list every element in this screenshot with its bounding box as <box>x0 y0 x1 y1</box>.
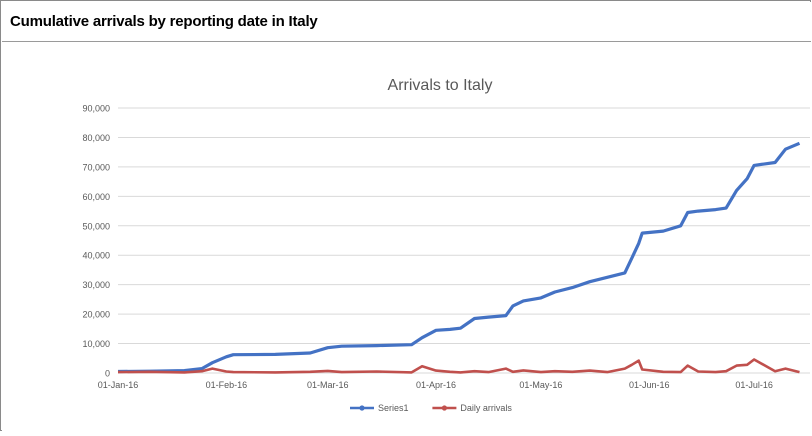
y-tick-label: 80,000 <box>82 133 110 143</box>
y-tick-label: 40,000 <box>82 251 110 261</box>
y-tick-label: 20,000 <box>82 310 110 320</box>
series-line-2 <box>117 358 800 374</box>
y-tick-label: 50,000 <box>82 221 110 231</box>
y-tick-label: 0 <box>105 369 110 379</box>
page-title: Cumulative arrivals by reporting date in… <box>10 13 318 30</box>
x-tick-label: 01-Feb-16 <box>206 380 248 390</box>
legend-label: Daily arrivals <box>460 403 512 413</box>
x-tick-label: 01-Jun-16 <box>629 380 670 390</box>
x-tick-label: 01-Jan-16 <box>98 380 139 390</box>
x-axis-tick-labels: 01-Jan-16 01-Feb-16 01-Mar-16 01-Apr-16 01-M… <box>98 380 773 390</box>
x-tick-label: 01-Jul-16 <box>735 380 773 390</box>
legend-item[interactable]: Daily arrivals <box>432 403 512 413</box>
chart-title: Arrivals to Italy <box>388 77 493 94</box>
x-tick-label: 01-Apr-16 <box>416 380 456 390</box>
y-tick-label: 10,000 <box>82 339 110 349</box>
y-tick-label: 30,000 <box>82 280 110 290</box>
series-lines <box>117 141 801 374</box>
y-tick-label: 70,000 <box>82 162 110 172</box>
legend-swatch-marker <box>359 405 365 411</box>
legend-swatch-marker <box>441 405 447 411</box>
arrivals-line-chart: Arrivals to Italy 0 10,000 20,000 30,000 40,… <box>82 77 810 413</box>
legend-label: Series1 <box>378 403 409 413</box>
y-tick-label: 60,000 <box>82 192 110 202</box>
gridlines <box>118 107 810 374</box>
legend-item[interactable]: Series1 <box>350 403 409 413</box>
chart-area: Arrivals to Italy 0 10,000 20,000 30,000 40,… <box>2 42 811 431</box>
y-tick-label: 90,000 <box>82 104 110 114</box>
y-axis-tick-labels: 0 10,000 20,000 30,000 40,000 50,000 60,000 70,… <box>82 104 110 379</box>
series-line-1 <box>117 141 801 374</box>
x-tick-label: 01-Mar-16 <box>307 380 349 390</box>
legend[interactable]: Series1 Daily arrivals <box>350 403 512 413</box>
x-tick-label: 01-May-16 <box>519 380 562 390</box>
header-band: Cumulative arrivals by reporting date in… <box>2 2 811 42</box>
